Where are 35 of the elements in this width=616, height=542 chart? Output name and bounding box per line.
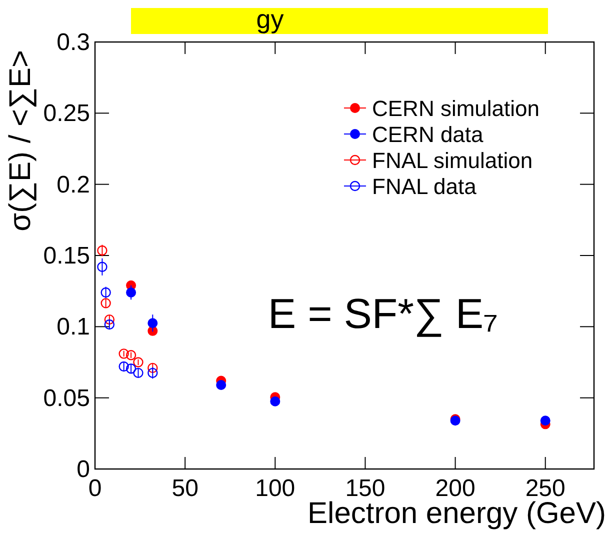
- point: [540, 416, 550, 426]
- legend-label: CERN data: [372, 122, 484, 147]
- y-tick-label: 0.2: [56, 171, 90, 198]
- point: [126, 364, 136, 374]
- y-tick-label: 0.15: [43, 242, 90, 270]
- point: [100, 298, 111, 308]
- point: [216, 380, 226, 390]
- y-tick-label: 0.3: [56, 29, 90, 56]
- point: [97, 262, 108, 272]
- legend-label: FNAL data: [372, 174, 478, 199]
- point: [104, 314, 115, 325]
- point: [148, 368, 158, 378]
- y-axis-title: σ(∑E) / <∑E>: [4, 50, 37, 232]
- x-tick-label: 50: [172, 475, 198, 502]
- point: [133, 368, 144, 378]
- point: [148, 362, 158, 374]
- point: [126, 350, 136, 360]
- chart-title: gy: [256, 4, 284, 34]
- point: [118, 348, 129, 359]
- annotation: E = SF*∑ E₇: [268, 290, 498, 337]
- point: [270, 396, 280, 406]
- point: [104, 319, 115, 330]
- point: [100, 287, 111, 298]
- y-tick-label: 0.1: [56, 314, 90, 341]
- point: [133, 357, 144, 368]
- legend-label: CERN simulation: [372, 96, 540, 121]
- legend-label: FNAL simulation: [372, 148, 533, 173]
- point: [148, 318, 158, 328]
- x-tick-label: 100: [255, 475, 296, 502]
- y-tick-label: 0.25: [43, 100, 90, 128]
- y-tick-label: 0.05: [43, 384, 90, 412]
- point: [97, 245, 108, 256]
- point: [126, 288, 136, 298]
- y-tick-label: 0: [76, 456, 90, 483]
- point: [118, 361, 129, 372]
